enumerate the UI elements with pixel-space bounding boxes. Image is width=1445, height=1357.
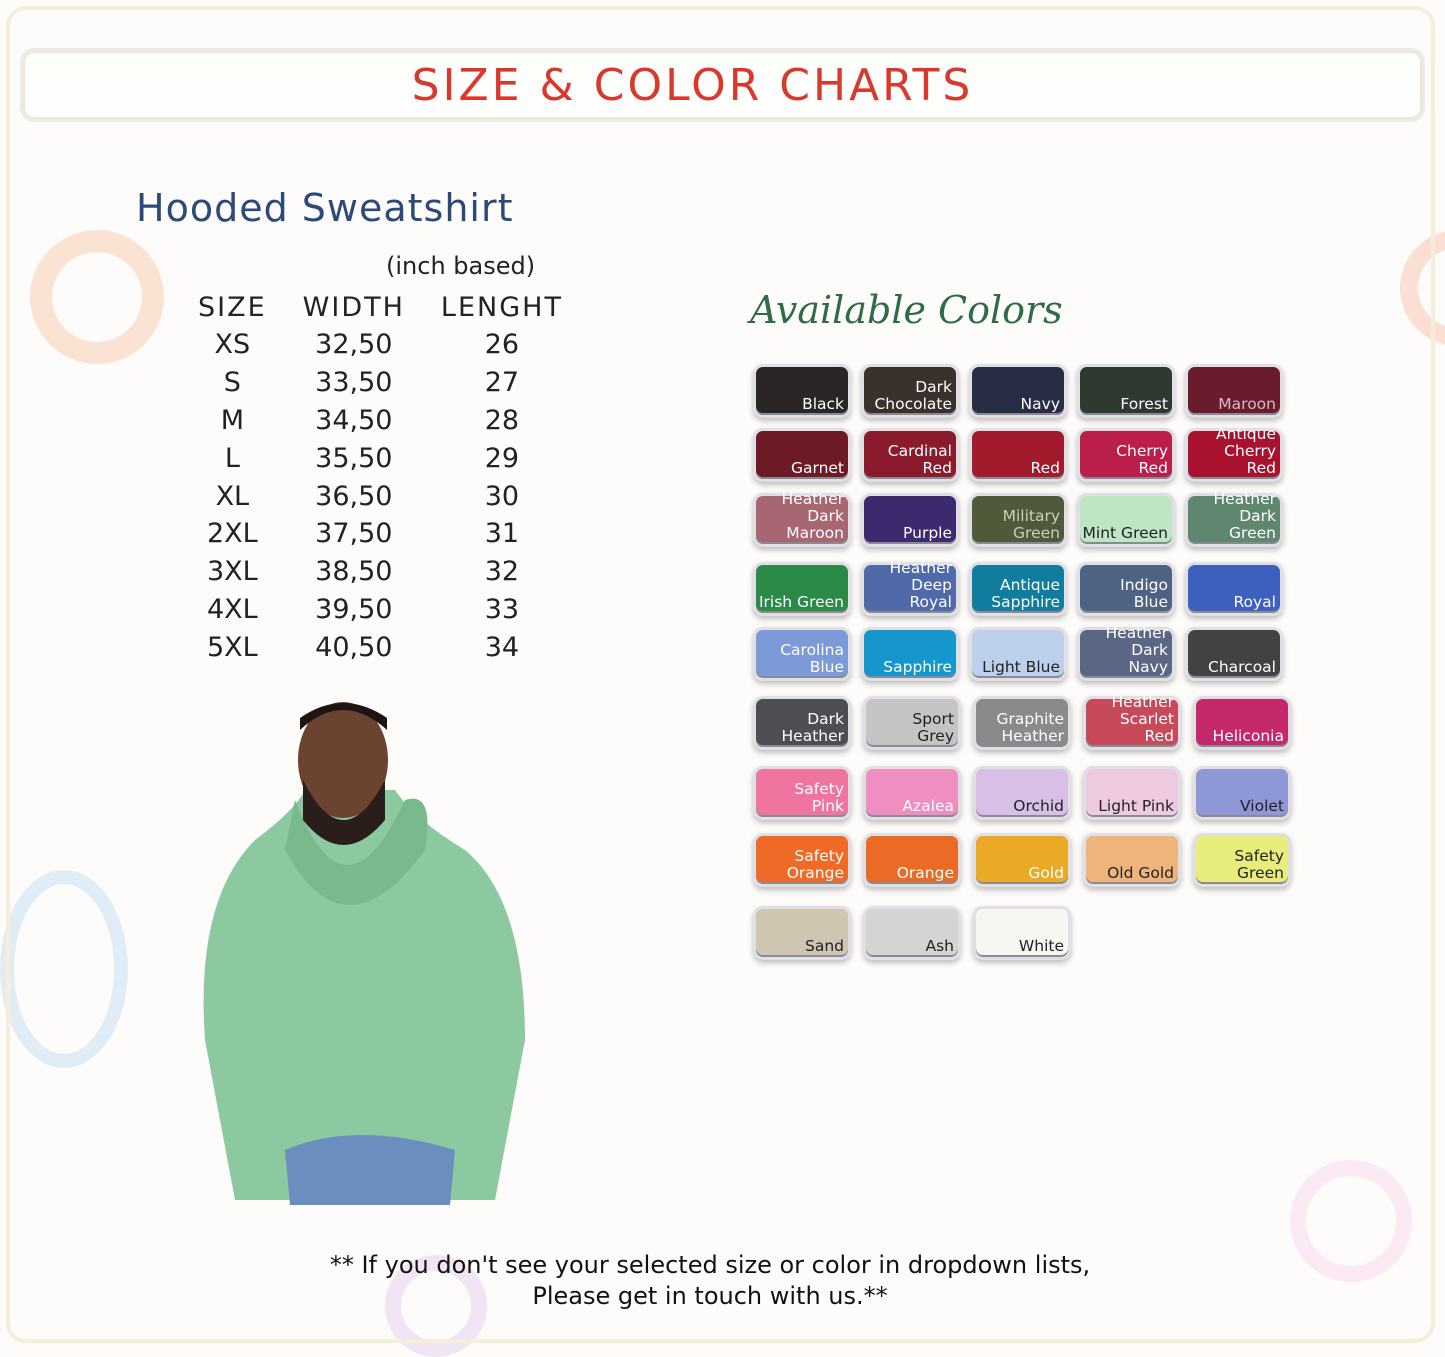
color-swatch: Royal — [1185, 562, 1283, 616]
table-cell: 5XL — [206, 631, 258, 663]
table-cell: 26 — [484, 329, 520, 361]
color-swatch: Sand — [753, 906, 851, 960]
table-cell: 36,50 — [315, 480, 393, 512]
color-swatch: Sapphire — [861, 627, 959, 681]
color-swatch: Forest — [1077, 364, 1175, 418]
color-swatch: Mint Green — [1077, 493, 1175, 547]
table-row: 3XL 38,50 32 — [180, 553, 581, 591]
color-swatch: Purple — [861, 493, 959, 547]
color-swatch: Safety Green — [1193, 833, 1291, 887]
unit-note: (inch based) — [386, 252, 536, 280]
table-row: XL 36,50 30 — [180, 477, 581, 515]
color-swatch: Heather Deep Royal — [861, 560, 959, 616]
footer-note-line-1: ** If you don't see your selected size o… — [329, 1251, 1091, 1279]
table-cell: M — [220, 404, 244, 436]
color-swatch: Safety Orange — [753, 833, 851, 887]
table-cell: 34,50 — [315, 404, 393, 436]
table-cell: 33,50 — [315, 367, 393, 399]
column-header: WIDTH — [302, 291, 405, 323]
size-table: SIZE WIDTH LENGHT XS 32,50 26 S 33,50 27 M 34,50 2… — [180, 288, 581, 666]
table-cell: 4XL — [206, 593, 258, 625]
table-row: 4XL 39,50 33 — [180, 591, 581, 629]
color-swatch: Dark Heather — [753, 696, 851, 750]
color-swatch: Light Pink — [1083, 766, 1181, 820]
color-swatch: Charcoal — [1185, 627, 1283, 681]
table-cell: 38,50 — [315, 556, 393, 588]
table-cell: S — [223, 367, 241, 399]
page-title: SIZE & COLOR CHARTS — [411, 60, 974, 111]
color-swatch: Cardinal Red — [861, 428, 959, 482]
color-swatch: Graphite Heather — [973, 696, 1071, 750]
column-header: LENGHT — [440, 291, 563, 323]
color-swatch: Heliconia — [1193, 696, 1291, 750]
color-swatch: Irish Green — [753, 562, 851, 616]
color-swatch: Heather Dark Maroon — [753, 491, 851, 547]
color-swatch: Safety Pink — [753, 766, 851, 820]
table-cell: 34 — [484, 631, 520, 663]
color-swatch: Orange — [863, 833, 961, 887]
color-swatch: Heather Dark Green — [1185, 491, 1283, 547]
color-swatch: Black — [753, 364, 851, 418]
table-cell: 29 — [484, 442, 520, 474]
color-swatch: Heather Scarlet Red — [1083, 694, 1181, 750]
color-swatch: Carolina Blue — [753, 627, 851, 681]
table-cell: 35,50 — [315, 442, 393, 474]
color-swatch: Indigo Blue — [1077, 562, 1175, 616]
color-swatch: Heather Dark Navy — [1077, 625, 1175, 681]
table-row: XS 32,50 26 — [180, 326, 581, 364]
table-cell: 32 — [484, 556, 520, 588]
footer-note-line-2: Please get in touch with us.** — [532, 1282, 888, 1310]
color-swatch: Azalea — [863, 766, 961, 820]
table-cell: 27 — [484, 367, 520, 399]
color-swatch: Cherry Red — [1077, 428, 1175, 482]
page-frame — [6, 6, 1435, 1343]
table-row: S 33,50 27 — [180, 364, 581, 402]
table-row: L 35,50 29 — [180, 439, 581, 477]
table-cell: 40,50 — [315, 631, 393, 663]
color-swatch: Military Green — [969, 493, 1067, 547]
table-cell: 33 — [484, 593, 520, 625]
color-swatch: Gold — [973, 833, 1071, 887]
table-cell: 32,50 — [315, 329, 393, 361]
table-cell: 3XL — [206, 556, 258, 588]
color-swatch: White — [973, 906, 1071, 960]
column-header: SIZE — [198, 291, 267, 323]
table-cell: 30 — [484, 480, 520, 512]
color-swatch: Maroon — [1185, 364, 1283, 418]
color-swatch: Ash — [863, 906, 961, 960]
color-swatch: Navy — [969, 364, 1067, 418]
model-hoodie-image — [203, 702, 526, 1205]
header-box — [20, 48, 1425, 122]
table-row: 2XL 37,50 31 — [180, 515, 581, 553]
table-cell: XL — [215, 480, 250, 512]
color-swatch: Orchid — [973, 766, 1071, 820]
available-colors-heading: Available Colors — [750, 288, 1063, 332]
color-swatch: Antique Sapphire — [969, 562, 1067, 616]
table-cell: 31 — [484, 518, 520, 550]
table-cell: 2XL — [206, 518, 258, 550]
table-cell: 39,50 — [315, 593, 393, 625]
color-swatch: Antique Cherry Red — [1185, 426, 1283, 482]
table-cell: 28 — [484, 404, 520, 436]
table-row: M 34,50 28 — [180, 402, 581, 440]
footer-note: ** If you don't see your selected size o… — [0, 1250, 1420, 1312]
color-swatch: Light Blue — [969, 627, 1067, 681]
color-swatch: Garnet — [753, 428, 851, 482]
table-row: 5XL 40,50 34 — [180, 628, 581, 666]
table-cell: 37,50 — [315, 518, 393, 550]
color-swatch: Violet — [1193, 766, 1291, 820]
color-swatch: Old Gold — [1083, 833, 1181, 887]
color-swatch: Sport Grey — [863, 696, 961, 750]
table-cell: L — [224, 442, 240, 474]
product-name: Hooded Sweatshirt — [136, 186, 514, 230]
table-cell: XS — [214, 329, 251, 361]
color-swatch: Dark Chocolate — [861, 364, 959, 418]
color-swatch: Red — [969, 428, 1067, 482]
